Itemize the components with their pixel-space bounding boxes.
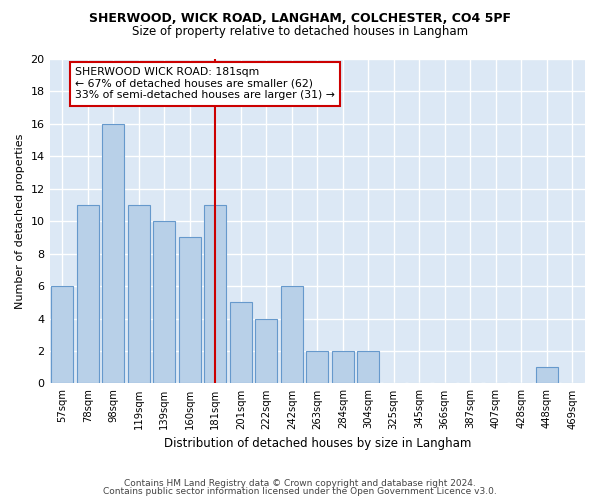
Text: Size of property relative to detached houses in Langham: Size of property relative to detached ho… xyxy=(132,25,468,38)
Text: Contains HM Land Registry data © Crown copyright and database right 2024.: Contains HM Land Registry data © Crown c… xyxy=(124,478,476,488)
X-axis label: Distribution of detached houses by size in Langham: Distribution of detached houses by size … xyxy=(164,437,471,450)
Bar xyxy=(77,205,98,384)
Y-axis label: Number of detached properties: Number of detached properties xyxy=(15,134,25,309)
Bar xyxy=(179,238,200,384)
Bar xyxy=(256,318,277,384)
Bar xyxy=(332,351,353,384)
Bar xyxy=(281,286,302,384)
Bar xyxy=(205,205,226,384)
Text: SHERWOOD WICK ROAD: 181sqm
← 67% of detached houses are smaller (62)
33% of semi: SHERWOOD WICK ROAD: 181sqm ← 67% of deta… xyxy=(75,67,335,100)
Bar xyxy=(128,205,149,384)
Text: Contains public sector information licensed under the Open Government Licence v3: Contains public sector information licen… xyxy=(103,487,497,496)
Bar xyxy=(52,286,73,384)
Text: SHERWOOD, WICK ROAD, LANGHAM, COLCHESTER, CO4 5PF: SHERWOOD, WICK ROAD, LANGHAM, COLCHESTER… xyxy=(89,12,511,26)
Bar xyxy=(154,221,175,384)
Bar xyxy=(536,367,557,384)
Bar xyxy=(103,124,124,384)
Bar xyxy=(307,351,328,384)
Bar xyxy=(358,351,379,384)
Bar xyxy=(230,302,251,384)
